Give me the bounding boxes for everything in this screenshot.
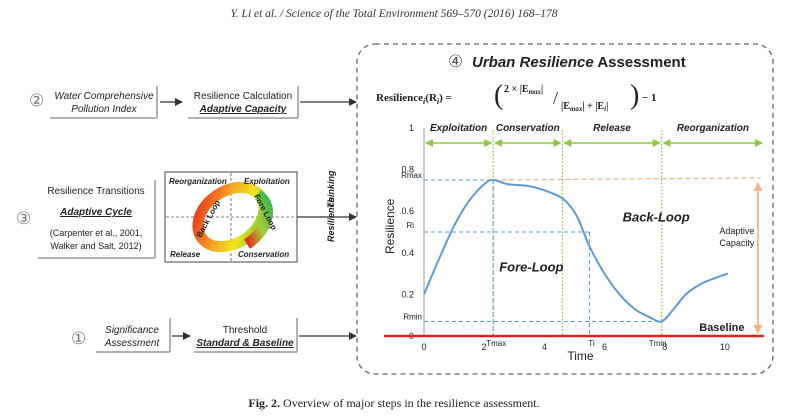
svg-text:(: ( — [494, 80, 503, 111]
step-1-threshold-line1: Threshold — [223, 325, 267, 336]
x-axis-label: Time — [567, 349, 594, 363]
y-tick-label: 0.6 — [401, 206, 414, 216]
step-2-calc-line1: Resilience Calculation — [194, 91, 292, 102]
phase-label: Exploitation — [430, 123, 487, 134]
y-tick-label: 0.8 — [401, 165, 414, 175]
assessment-title-italic: Urban Resilience — [472, 54, 594, 71]
y-tick-label: 0.2 — [401, 289, 414, 299]
cycle-exploitation-label: Exploitation — [244, 177, 290, 186]
step-3-line4: Walker and Salt, 2012) — [50, 241, 141, 251]
phase-label: Release — [593, 123, 631, 134]
phase-label: Conservation — [496, 123, 560, 134]
adaptive-capacity-label-2: Capacity — [719, 238, 755, 248]
step-2-input-line1: Water Comprehensive — [54, 91, 154, 102]
assessment-title-rest: Assessment — [594, 54, 686, 71]
fore-loop-label: Fore-Loop — [499, 260, 563, 275]
figure-caption: Fig. 2. Overview of major steps in the r… — [0, 396, 788, 411]
y-axis-label: Resilience — [383, 198, 397, 254]
svg-text:/: / — [553, 88, 558, 108]
page-header: Y. Li et al. / Science of the Total Envi… — [230, 8, 558, 20]
resilience-chart: 00.20.40.60.810246810ResilienceTimeExplo… — [383, 123, 764, 363]
svg-text:− 1: − 1 — [642, 92, 657, 104]
svg-text:Resiliencei(Ri) =: Resiliencei(Ri) = — [376, 92, 452, 106]
step-2-input-box: Water Comprehensive Pollution Index — [50, 86, 158, 119]
svg-text:): ) — [630, 80, 639, 111]
step-2-number: ② — [29, 91, 44, 111]
assessment-title: Urban Resilience Assessment — [472, 54, 686, 71]
cycle-release-label: Release — [170, 250, 201, 259]
rmax-extension — [493, 177, 761, 181]
assessment-number: ④ — [448, 52, 463, 72]
tmin-label: Tmin — [649, 339, 667, 348]
resilience-formula: Resiliencei(Ri) = ( 2 × |Emax| / |Emax| … — [376, 80, 657, 113]
svg-text:|Emax| + |Ei|: |Emax| + |Ei| — [561, 101, 608, 113]
step-1-input-box: Significance Assessment — [96, 318, 171, 353]
step-1-number: ① — [71, 329, 86, 349]
rmax-label: Rmax — [401, 171, 422, 180]
step-3-number: ③ — [16, 209, 31, 229]
step-2-calc-box: Resilience Calculation Adaptive Capacity — [188, 86, 299, 119]
x-tick-label: 6 — [602, 342, 607, 352]
x-tick-label: 0 — [421, 342, 426, 352]
y-tick-label: 0.4 — [401, 248, 414, 258]
adaptive-capacity-label-1: Adaptive — [719, 226, 754, 236]
svg-text:2 × |Emax|: 2 × |Emax| — [504, 84, 543, 96]
step-3-line3: (Carpenter et al., 2001, — [50, 228, 143, 238]
thinking-label-2: Thinking — [326, 170, 336, 208]
tmax-label: Tmax — [486, 339, 506, 348]
x-tick-label: 2 — [482, 342, 487, 352]
rmin-label: Rmin — [403, 312, 422, 321]
step-1-threshold-line2: Standard & Baseline — [196, 338, 294, 349]
adaptive-cycle-diagram: Reorganization Exploitation Release Cons… — [164, 171, 298, 263]
assessment-panel — [356, 43, 774, 375]
x-tick-label: 8 — [662, 342, 667, 352]
caption-label: Fig. 2. — [248, 396, 281, 410]
step-1-input-line1: Significance — [105, 325, 159, 336]
cycle-conservation-label: Conservation — [238, 250, 289, 259]
step-3-line2: Adaptive Cycle — [59, 207, 132, 218]
step-1-threshold-box: Threshold Standard & Baseline — [194, 318, 298, 353]
x-tick-label: 4 — [542, 342, 547, 352]
step-2-input-line2: Pollution Index — [71, 104, 138, 115]
caption-text: Overview of major steps in the resilienc… — [283, 396, 540, 410]
x-tick-label: 10 — [720, 342, 730, 352]
resilience-curve — [423, 178, 729, 323]
ti-label: Ti — [588, 339, 595, 348]
cycle-reorganization-label: Reorganization — [169, 177, 227, 186]
step-2-calc-line2: Adaptive Capacity — [199, 104, 287, 115]
step-3-text-box: Resilience Transitions Adaptive Cycle (C… — [38, 180, 156, 259]
y-tick-label: 1 — [409, 123, 414, 133]
step-3-line1: Resilience Transitions — [47, 186, 144, 197]
phase-label: Reorganization — [677, 123, 749, 134]
thinking-label-1: Resilience — [326, 197, 336, 242]
baseline-label: Baseline — [699, 322, 744, 334]
back-loop-label: Back-Loop — [623, 210, 690, 225]
ri-label: Ri — [406, 221, 414, 230]
step-1-input-line2: Assessment — [104, 338, 161, 349]
